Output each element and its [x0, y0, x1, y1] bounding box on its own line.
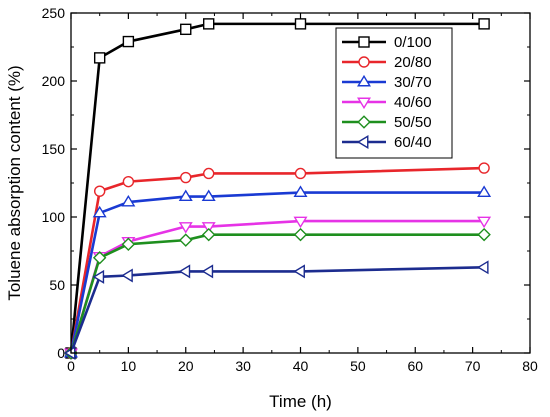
x-tick-label: 10 [121, 358, 137, 374]
data-point [476, 260, 489, 275]
data-point [93, 52, 106, 64]
series-line [69, 266, 485, 354]
data-point [92, 205, 107, 218]
legend-item: 20/80 [342, 54, 432, 71]
legend-label: 60/40 [394, 134, 432, 151]
data-point [92, 269, 105, 284]
legend-item: 40/60 [342, 94, 432, 111]
legend-marker [357, 97, 371, 110]
y-tick-label: 0 [57, 345, 65, 361]
x-tick-label: 30 [235, 358, 251, 374]
data-point [121, 268, 133, 283]
axes: 0 10 20 30 40 50 60 70 80 0 50 100 150 200 250 [42, 5, 538, 374]
legend-marker [357, 115, 371, 129]
data-point [122, 175, 135, 188]
legend-item: 30/70 [342, 74, 432, 91]
data-point [121, 194, 136, 207]
legend-item: 50/50 [342, 114, 432, 131]
legend-label: 50/50 [394, 114, 432, 131]
data-point [478, 18, 490, 30]
y-axis-title: Toluene absorption content (%) [5, 65, 24, 300]
data-point [93, 185, 106, 197]
series-60/40 [63, 260, 489, 360]
legend: 0/100 20/80 30/70 40/60 50/50 60/40 [335, 27, 453, 159]
data-point [202, 167, 215, 180]
data-point [122, 35, 135, 48]
data-point [178, 189, 193, 202]
series-line [69, 191, 485, 354]
x-tick-label: 20 [178, 358, 194, 374]
x-tick-label: 50 [350, 358, 366, 374]
data-point [179, 233, 193, 247]
data-point [92, 251, 107, 265]
data-point [293, 227, 308, 242]
y-tick-label: 150 [42, 141, 66, 157]
data-point [178, 222, 193, 234]
plot-frame [70, 12, 531, 354]
data-point [201, 227, 216, 242]
plot-area [63, 18, 492, 361]
legend-label: 0/100 [394, 34, 432, 51]
legend-marker [358, 56, 370, 68]
x-axis-title: Time (h) [269, 392, 332, 411]
data-point [293, 216, 308, 229]
data-point [178, 264, 191, 279]
legend-item: 0/100 [342, 34, 432, 51]
legend-label: 30/70 [394, 74, 432, 91]
data-point [201, 222, 216, 234]
x-tick-label: 60 [407, 358, 423, 374]
data-point [121, 237, 136, 251]
x-tick-label: 80 [522, 358, 538, 374]
x-tick-label: 40 [293, 358, 309, 374]
y-tick-label: 250 [42, 5, 66, 21]
data-point [180, 23, 192, 36]
series-line [69, 233, 485, 354]
y-tick-label: 50 [49, 277, 65, 293]
series-50/50 [64, 227, 491, 360]
data-point [293, 264, 305, 279]
legend-marker [356, 135, 369, 149]
data-point [293, 185, 308, 197]
data-point [294, 167, 307, 180]
legend-marker [357, 74, 371, 87]
data-point [477, 227, 491, 242]
data-point [201, 264, 214, 279]
series-line [69, 166, 485, 354]
legend-box [335, 27, 453, 159]
data-point [477, 185, 492, 197]
data-point [201, 189, 216, 202]
data-point [180, 171, 192, 184]
legend-marker [358, 36, 370, 48]
data-point [478, 162, 490, 174]
data-point [477, 216, 492, 229]
data-point [294, 18, 307, 30]
legend-label: 20/80 [394, 54, 432, 71]
x-tick-label: 70 [465, 358, 481, 374]
legend-item: 60/40 [342, 134, 432, 151]
y-tick-label: 200 [42, 73, 66, 89]
series-30/70 [64, 185, 492, 358]
data-point [202, 18, 215, 30]
x-tick-label: 0 [67, 358, 75, 374]
y-tick-label: 100 [42, 209, 66, 225]
legend-label: 40/60 [394, 94, 432, 111]
